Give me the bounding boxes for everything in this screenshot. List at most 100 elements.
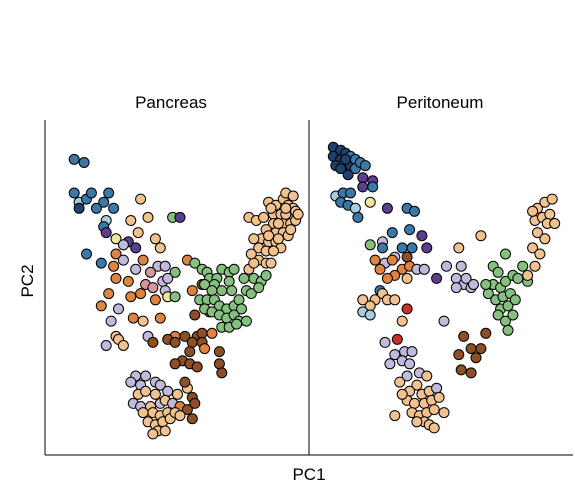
data-point	[364, 239, 376, 251]
data-point	[263, 230, 275, 242]
data-point	[216, 285, 228, 297]
data-point	[480, 279, 492, 290]
data-point	[421, 370, 433, 382]
data-point	[340, 153, 352, 165]
data-point	[154, 242, 166, 254]
data-point	[265, 257, 277, 269]
data-point	[248, 233, 260, 245]
data-point	[147, 428, 159, 440]
data-point	[169, 291, 181, 303]
data-point	[108, 202, 120, 214]
data-point	[73, 202, 85, 214]
data-point	[465, 343, 477, 355]
data-point	[145, 266, 156, 278]
data-point	[502, 300, 514, 312]
data-point	[68, 187, 80, 199]
data-point	[149, 294, 161, 306]
data-point	[189, 397, 201, 409]
data-point	[431, 272, 443, 284]
data-point	[199, 343, 211, 355]
data-point	[502, 324, 514, 336]
data-point	[359, 160, 371, 172]
data-point	[240, 315, 252, 327]
data-point	[342, 169, 354, 181]
data-point	[105, 315, 117, 327]
data-point	[381, 202, 393, 214]
data-point	[265, 202, 277, 214]
data-point	[532, 227, 543, 239]
data-point	[196, 327, 208, 339]
data-point	[186, 336, 198, 348]
data-point	[189, 309, 201, 321]
data-point	[345, 187, 356, 199]
data-point	[394, 376, 406, 388]
data-point	[500, 275, 511, 287]
data-point	[206, 285, 218, 297]
data-point	[527, 205, 539, 217]
data-point	[492, 309, 504, 321]
data-point	[529, 260, 541, 272]
data-point	[534, 248, 546, 260]
data-point	[431, 382, 443, 394]
data-point	[374, 263, 386, 275]
data-point	[162, 385, 174, 397]
data-point	[149, 388, 161, 400]
data-point	[260, 269, 272, 281]
data-point	[401, 272, 413, 284]
data-point	[140, 370, 152, 382]
panel-0: Pancreas	[44, 93, 309, 456]
data-point	[181, 404, 193, 416]
data-point	[352, 211, 364, 223]
data-point	[137, 315, 149, 327]
data-point	[117, 254, 129, 266]
data-point	[357, 172, 369, 184]
data-point	[335, 163, 347, 175]
data-point	[272, 233, 284, 245]
data-point	[406, 346, 418, 358]
data-point	[411, 416, 423, 428]
data-point	[421, 242, 433, 254]
data-point	[280, 202, 292, 214]
data-point	[453, 242, 465, 254]
data-point	[147, 336, 159, 348]
data-point	[110, 233, 122, 245]
data-point	[233, 294, 245, 306]
data-point	[154, 379, 166, 391]
data-point	[122, 275, 134, 287]
data-point	[226, 285, 238, 297]
data-point	[147, 282, 159, 294]
data-point	[377, 242, 388, 254]
data-point	[507, 309, 519, 321]
data-point	[401, 251, 413, 263]
data-point	[172, 388, 183, 400]
data-point	[460, 272, 472, 284]
data-point	[135, 288, 147, 300]
data-point	[416, 230, 428, 242]
data-point	[68, 153, 80, 165]
data-point	[110, 272, 122, 284]
data-point	[149, 233, 161, 245]
data-point	[364, 309, 376, 321]
data-point	[272, 218, 284, 229]
data-point	[357, 181, 369, 193]
data-point	[213, 358, 225, 370]
panel-title: Peritoneum	[397, 93, 484, 112]
data-point	[258, 211, 270, 223]
data-point	[179, 330, 191, 342]
data-point	[544, 208, 556, 220]
data-point	[433, 391, 445, 403]
data-point	[248, 257, 260, 269]
data-point	[85, 187, 97, 199]
data-point	[428, 404, 440, 416]
data-point	[159, 425, 171, 437]
data-point	[292, 208, 304, 220]
data-point	[468, 279, 479, 290]
data-point	[418, 263, 430, 275]
data-point	[406, 242, 418, 254]
data-point	[465, 367, 477, 379]
data-point	[396, 242, 408, 254]
data-point	[159, 260, 171, 272]
data-point	[174, 211, 186, 223]
data-point	[132, 227, 144, 239]
